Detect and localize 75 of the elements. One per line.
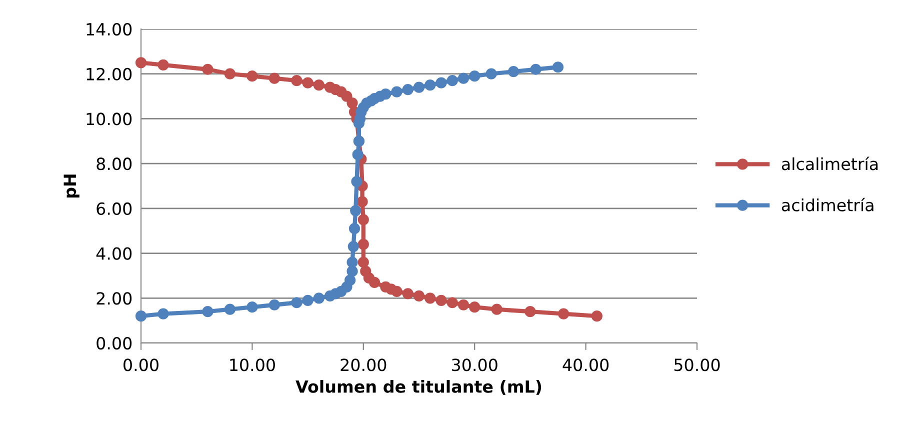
- point: [348, 241, 359, 252]
- point: [313, 292, 324, 304]
- x-tick-label: 10.00: [230, 358, 275, 372]
- point: [358, 256, 369, 268]
- y-tick-label: 2.00: [96, 292, 132, 305]
- point: [524, 306, 536, 318]
- y-tick-label: 8.00: [96, 158, 132, 170]
- point: [313, 80, 324, 91]
- point: [352, 149, 364, 160]
- x-axis-title: Volumen de titulante (mL): [296, 380, 542, 395]
- point: [486, 68, 497, 80]
- x-tick-label: 40.00: [562, 358, 609, 372]
- x-tick-label: 20.00: [340, 358, 386, 372]
- point: [246, 70, 258, 82]
- point: [158, 308, 169, 320]
- point: [351, 176, 362, 188]
- point: [346, 97, 358, 109]
- point: [350, 205, 362, 216]
- x-tick-label: 0.00: [124, 358, 158, 372]
- legend-label: alcalimetría: [782, 156, 878, 170]
- point: [202, 306, 214, 318]
- y-tick-label: 6.00: [96, 202, 132, 215]
- y-tick-label: 12.00: [86, 68, 132, 80]
- point: [469, 70, 480, 82]
- point: [356, 196, 368, 208]
- y-tick-label: 0.00: [96, 336, 132, 350]
- y-axis-title: pH: [64, 174, 80, 198]
- point: [380, 88, 392, 100]
- point: [391, 286, 402, 297]
- point: [302, 294, 314, 306]
- x-tick-label: 30.00: [452, 358, 498, 372]
- point: [458, 299, 470, 310]
- point: [530, 64, 542, 75]
- point: [202, 64, 214, 75]
- point: [246, 302, 258, 313]
- point: [508, 66, 520, 78]
- point: [424, 292, 436, 304]
- point: [346, 266, 358, 277]
- point: [591, 310, 602, 322]
- point: [135, 310, 147, 322]
- point: [391, 86, 402, 98]
- point: [402, 288, 414, 300]
- point: [358, 214, 369, 226]
- point: [368, 276, 380, 288]
- point: [491, 304, 502, 315]
- point: [358, 238, 369, 250]
- point: [158, 59, 169, 70]
- point: [291, 297, 302, 308]
- y-tick-label: 14.00: [86, 22, 132, 36]
- point: [302, 77, 314, 88]
- point: [436, 77, 447, 88]
- y-tick-label: 4.00: [96, 247, 132, 260]
- point: [469, 302, 480, 313]
- point: [446, 297, 458, 308]
- point: [135, 57, 147, 68]
- point: [558, 308, 570, 320]
- point: [413, 290, 425, 302]
- point: [446, 75, 458, 86]
- point: [344, 274, 356, 286]
- point: [552, 62, 564, 73]
- point: [413, 82, 425, 93]
- point: [346, 256, 358, 268]
- point: [458, 72, 470, 84]
- point: [224, 68, 236, 80]
- x-tick-label: 50.00: [674, 358, 720, 372]
- point: [268, 72, 280, 84]
- legend-label: acidimetría: [782, 198, 874, 212]
- point: [436, 294, 447, 306]
- point: [348, 223, 360, 234]
- point: [402, 84, 414, 96]
- point: [224, 304, 236, 315]
- point: [424, 80, 436, 91]
- y-tick-label: 10.00: [86, 112, 132, 126]
- point: [291, 75, 302, 86]
- point: [268, 299, 280, 310]
